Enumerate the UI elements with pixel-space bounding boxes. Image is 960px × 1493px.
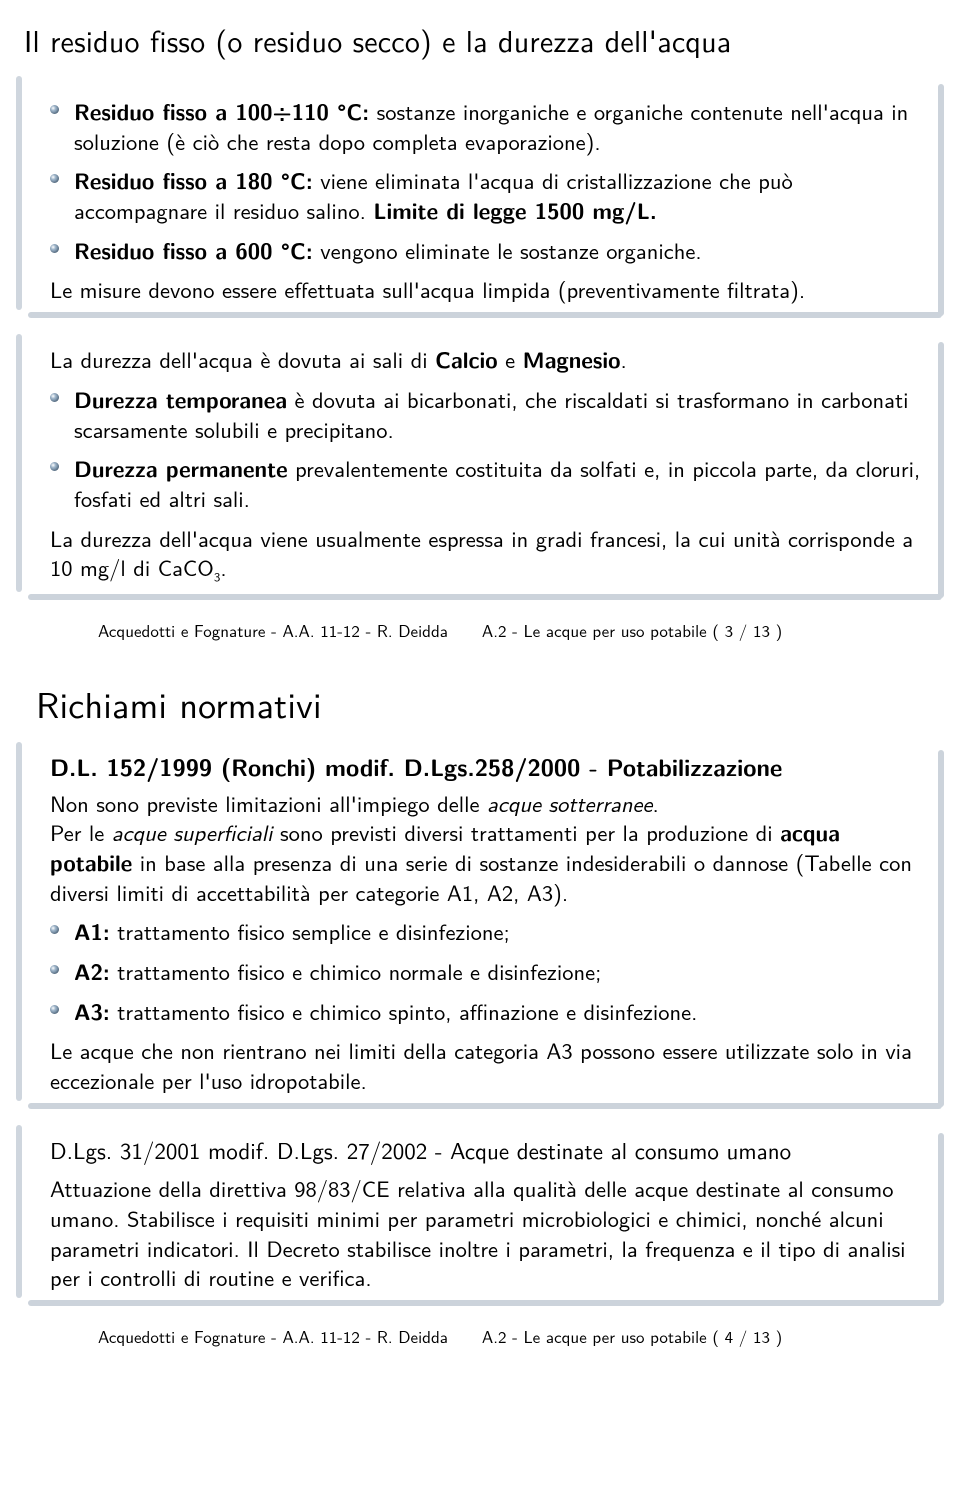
paragraph: Per le acque superficiali sono previsti … [50, 817, 922, 906]
text: La durezza dell'acqua è dovuta ai sali d… [50, 342, 435, 375]
block-stripe [16, 334, 22, 592]
italic-text: acque superficiali [112, 815, 273, 848]
item-bold: Residuo fisso a 100÷110 °C: [74, 94, 369, 127]
text: sono previsti diversi trattamenti per la… [273, 815, 781, 848]
list-item: Durezza permanente prevalentemente costi… [74, 453, 922, 512]
paragraph: Non sono previste limitazioni all'impieg… [50, 788, 922, 818]
text: Per le [50, 815, 112, 848]
bold-text: Calcio [435, 342, 498, 375]
item-bold: Residuo fisso a 600 °C: [74, 233, 313, 266]
list-item: Residuo fisso a 100÷110 °C: sostanze ino… [74, 96, 922, 155]
block-shadow [28, 594, 942, 600]
slide-1: Il residuo fisso (o residuo secco) e la … [0, 0, 960, 663]
block-shadow [938, 1133, 944, 1304]
slide-footer: Acquedotti e Fognature - A.A. 11-12 - R.… [18, 616, 942, 663]
block-shadow [28, 1103, 942, 1109]
text: . [220, 550, 226, 583]
slide-footer: Acquedotti e Fognature - A.A. 11-12 - R.… [18, 1322, 942, 1369]
block-heading: D.Lgs. 31/2001 modif. D.Lgs. 27/2002 - A… [50, 1135, 922, 1165]
text: e [498, 342, 523, 375]
bold-text: Magnesio [523, 342, 621, 375]
block-normativa-1: D.L. 152/1999 (Ronchi) modif. D.Lgs.258/… [20, 742, 940, 1105]
footer-left: Acquedotti e Fognature - A.A. 11-12 - R.… [98, 618, 448, 643]
slide-2: Richiami normativi D.L. 152/1999 (Ronchi… [0, 663, 960, 1369]
item-bold: Residuo fisso a 180 °C: [74, 163, 313, 196]
list-item: Durezza temporanea è dovuta ai bicarbona… [74, 384, 922, 443]
block-shadow [938, 342, 944, 598]
item-bold: Durezza temporanea [74, 382, 287, 415]
item-text: trattamento fisico e chimico normale e d… [110, 954, 602, 987]
text: in base alla presenza di una serie di so… [50, 845, 912, 908]
block-footer-text: Le misure devono essere effettuata sull'… [50, 274, 922, 304]
text: Non sono previste limitazioni all'impieg… [50, 786, 487, 819]
block-residuo-fisso: Residuo fisso a 100÷110 °C: sostanze ino… [20, 76, 940, 314]
block-shadow [938, 84, 944, 316]
block-shadow [28, 1300, 942, 1306]
block-durezza: La durezza dell'acqua è dovuta ai sali d… [20, 334, 940, 596]
list-item: A3: trattamento fisico e chimico spinto,… [74, 996, 922, 1026]
bullet-list: Durezza temporanea è dovuta ai bicarbona… [50, 384, 922, 513]
paragraph: Attuazione della direttiva 98/83/CE rela… [50, 1173, 922, 1292]
italic-text: acque sotterranee [487, 786, 653, 819]
block-stripe [16, 742, 22, 1101]
text: La durezza dell'acqua viene usualmente e… [50, 521, 913, 584]
block-heading: D.L. 152/1999 (Ronchi) modif. D.Lgs.258/… [50, 752, 922, 784]
block-stripe [16, 1125, 22, 1298]
block-shadow [28, 312, 942, 318]
item-bold: A2: [74, 954, 110, 987]
slide-title: Richiami normativi [18, 663, 942, 742]
list-item: A1: trattamento fisico semplice e disinf… [74, 916, 922, 946]
item-bold: A3: [74, 994, 110, 1027]
list-item: A2: trattamento fisico e chimico normale… [74, 956, 922, 986]
intro-text: La durezza dell'acqua è dovuta ai sali d… [50, 344, 922, 374]
footer-right: A.2 - Le acque per uso potabile ( 4 / 13… [482, 1324, 782, 1349]
bullet-list: A1: trattamento fisico semplice e disinf… [50, 916, 922, 1025]
bullet-list: Residuo fisso a 100÷110 °C: sostanze ino… [50, 96, 922, 264]
footer-right: A.2 - Le acque per uso potabile ( 3 / 13… [482, 618, 782, 643]
item-bold: Limite di legge 1500 mg/L. [373, 193, 656, 226]
block-shadow [938, 750, 944, 1107]
list-item: Residuo fisso a 600 °C: vengono eliminat… [74, 235, 922, 265]
item-bold: A1: [74, 914, 110, 947]
footer-left: Acquedotti e Fognature - A.A. 11-12 - R.… [98, 1324, 448, 1349]
item-text: trattamento fisico e chimico spinto, aff… [110, 994, 698, 1027]
text: . [653, 786, 659, 819]
text: . [621, 342, 627, 375]
slide-title: Il residuo fisso (o residuo secco) e la … [18, 0, 942, 76]
closing-text: Le acque che non rientrano nei limiti de… [50, 1035, 922, 1094]
block-stripe [16, 76, 22, 310]
item-text: trattamento fisico semplice e disinfezio… [110, 914, 510, 947]
list-item: Residuo fisso a 180 °C: viene eliminata … [74, 165, 922, 224]
block-normativa-2: D.Lgs. 31/2001 modif. D.Lgs. 27/2002 - A… [20, 1125, 940, 1302]
item-bold: Durezza permanente [74, 451, 288, 484]
item-text: vengono eliminate le sostanze organiche. [313, 233, 702, 266]
closing-text: La durezza dell'acqua viene usualmente e… [50, 523, 922, 586]
